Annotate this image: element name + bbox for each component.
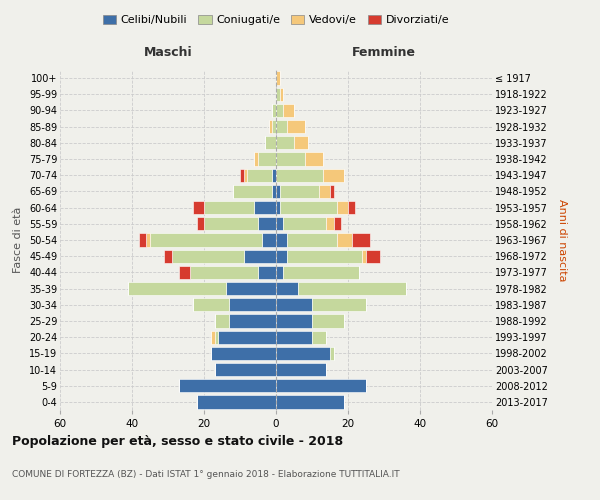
Bar — [197, 396, 276, 408]
Bar — [179, 266, 190, 279]
Bar — [283, 104, 294, 117]
Bar — [269, 120, 272, 134]
Bar — [276, 396, 344, 408]
Bar — [276, 217, 283, 230]
Bar — [204, 217, 258, 230]
Bar — [330, 346, 334, 360]
Bar — [272, 120, 276, 134]
Bar — [258, 266, 276, 279]
Bar — [323, 168, 344, 182]
Bar — [258, 217, 276, 230]
Bar — [197, 217, 204, 230]
Bar — [280, 185, 319, 198]
Bar — [337, 234, 352, 246]
Bar — [276, 250, 287, 263]
Bar — [276, 298, 312, 312]
Bar — [287, 120, 305, 134]
Bar — [287, 250, 362, 263]
Bar — [312, 298, 366, 312]
Bar — [348, 201, 355, 214]
Bar — [337, 201, 348, 214]
Bar — [330, 185, 334, 198]
Bar — [172, 250, 244, 263]
Bar — [226, 282, 276, 295]
Bar — [276, 72, 280, 85]
Bar — [229, 298, 276, 312]
Bar — [276, 168, 323, 182]
Bar — [215, 363, 276, 376]
Bar — [326, 217, 334, 230]
Bar — [164, 250, 172, 263]
Bar — [276, 234, 287, 246]
Bar — [128, 282, 226, 295]
Bar — [247, 168, 272, 182]
Bar — [146, 234, 150, 246]
Bar — [362, 250, 366, 263]
Bar — [276, 314, 312, 328]
Bar — [254, 201, 276, 214]
Bar — [276, 379, 366, 392]
Y-axis label: Fasce di età: Fasce di età — [13, 207, 23, 273]
Bar — [366, 250, 380, 263]
Bar — [211, 330, 215, 344]
Bar — [280, 88, 283, 101]
Bar — [305, 152, 323, 166]
Bar — [272, 168, 276, 182]
Bar — [179, 379, 276, 392]
Bar — [294, 136, 308, 149]
Text: COMUNE DI FORTEZZA (BZ) - Dati ISTAT 1° gennaio 2018 - Elaborazione TUTTITALIA.I: COMUNE DI FORTEZZA (BZ) - Dati ISTAT 1° … — [12, 470, 400, 479]
Bar — [334, 217, 341, 230]
Bar — [218, 330, 276, 344]
Bar — [215, 314, 229, 328]
Bar — [276, 136, 294, 149]
Y-axis label: Anni di nascita: Anni di nascita — [557, 198, 567, 281]
Bar — [276, 330, 312, 344]
Bar — [265, 136, 276, 149]
Bar — [280, 201, 337, 214]
Bar — [276, 266, 283, 279]
Bar — [283, 266, 359, 279]
Bar — [276, 201, 280, 214]
Bar — [262, 234, 276, 246]
Bar — [352, 234, 370, 246]
Bar — [233, 185, 272, 198]
Bar — [276, 185, 280, 198]
Bar — [312, 330, 326, 344]
Bar — [276, 152, 305, 166]
Legend: Celibi/Nubili, Coniugati/e, Vedovi/e, Divorziati/e: Celibi/Nubili, Coniugati/e, Vedovi/e, Di… — [98, 10, 454, 30]
Bar — [283, 217, 326, 230]
Bar — [215, 330, 218, 344]
Bar — [276, 88, 280, 101]
Bar — [319, 185, 330, 198]
Bar — [211, 346, 276, 360]
Bar — [204, 201, 254, 214]
Bar — [276, 282, 298, 295]
Bar — [193, 201, 204, 214]
Bar — [244, 250, 276, 263]
Bar — [298, 282, 406, 295]
Bar — [139, 234, 146, 246]
Bar — [287, 234, 337, 246]
Text: Popolazione per età, sesso e stato civile - 2018: Popolazione per età, sesso e stato civil… — [12, 435, 343, 448]
Bar — [276, 120, 287, 134]
Bar — [240, 168, 244, 182]
Bar — [272, 185, 276, 198]
Bar — [258, 152, 276, 166]
Bar — [276, 363, 326, 376]
Bar — [193, 298, 229, 312]
Bar — [229, 314, 276, 328]
Bar — [276, 346, 330, 360]
Bar — [254, 152, 258, 166]
Bar — [190, 266, 258, 279]
Bar — [244, 168, 247, 182]
Bar — [276, 104, 283, 117]
Text: Femmine: Femmine — [352, 46, 416, 59]
Bar — [272, 104, 276, 117]
Bar — [150, 234, 262, 246]
Bar — [312, 314, 344, 328]
Text: Maschi: Maschi — [143, 46, 193, 59]
